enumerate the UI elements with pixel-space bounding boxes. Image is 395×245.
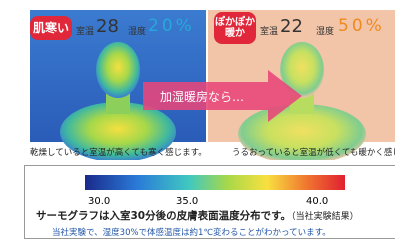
- scale-tick: 35.0: [176, 196, 198, 207]
- scale-tick: 30.0: [88, 196, 110, 207]
- footnote: 当社実験で、湿度30%で体感温度は約1℃変わることがわかっています。: [52, 226, 331, 238]
- note-source: （当社実験結果）: [291, 212, 359, 222]
- page: 加湿暖房なら… 肌寒い 室温 28 湿度 20% ぽかぽか暖か 室温 22 湿度…: [0, 0, 395, 245]
- note: サーモグラフは入室30分後の皮膚表面温度分布です。（当社実験結果）: [36, 208, 359, 223]
- scale-tick: 40.0: [306, 196, 328, 207]
- color-bar: [85, 175, 345, 190]
- note-main: サーモグラフは入室30分後の皮膚表面温度分布です。: [36, 210, 291, 222]
